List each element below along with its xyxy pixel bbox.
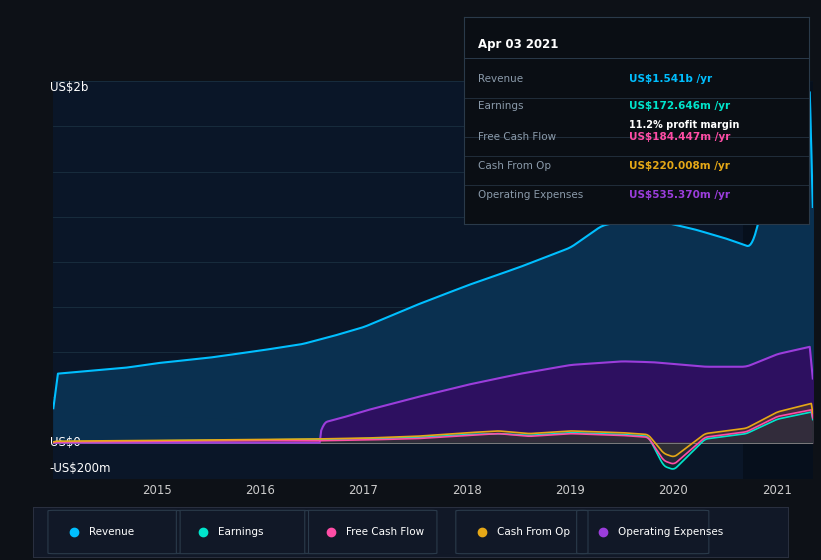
Text: Apr 03 2021: Apr 03 2021	[478, 38, 558, 50]
Text: Cash From Op: Cash From Op	[478, 161, 551, 171]
Text: Earnings: Earnings	[478, 101, 523, 111]
Text: US$172.646m /yr: US$172.646m /yr	[630, 101, 731, 111]
Text: US$2b: US$2b	[49, 81, 88, 94]
Text: Free Cash Flow: Free Cash Flow	[478, 132, 556, 142]
Text: US$535.370m /yr: US$535.370m /yr	[630, 190, 731, 200]
Text: Free Cash Flow: Free Cash Flow	[346, 527, 424, 537]
Text: Revenue: Revenue	[478, 74, 523, 84]
Text: US$184.447m /yr: US$184.447m /yr	[630, 132, 731, 142]
Text: Operating Expenses: Operating Expenses	[478, 190, 583, 200]
Text: US$1.541b /yr: US$1.541b /yr	[630, 74, 713, 84]
Bar	[742, 81, 813, 479]
Text: US$220.008m /yr: US$220.008m /yr	[630, 161, 730, 171]
Text: US$0: US$0	[49, 436, 80, 449]
Text: Earnings: Earnings	[218, 527, 264, 537]
Text: Cash From Op: Cash From Op	[498, 527, 571, 537]
Text: 11.2% profit margin: 11.2% profit margin	[630, 119, 740, 129]
Text: -US$200m: -US$200m	[49, 462, 111, 475]
Text: Operating Expenses: Operating Expenses	[618, 527, 723, 537]
Text: Revenue: Revenue	[89, 527, 135, 537]
